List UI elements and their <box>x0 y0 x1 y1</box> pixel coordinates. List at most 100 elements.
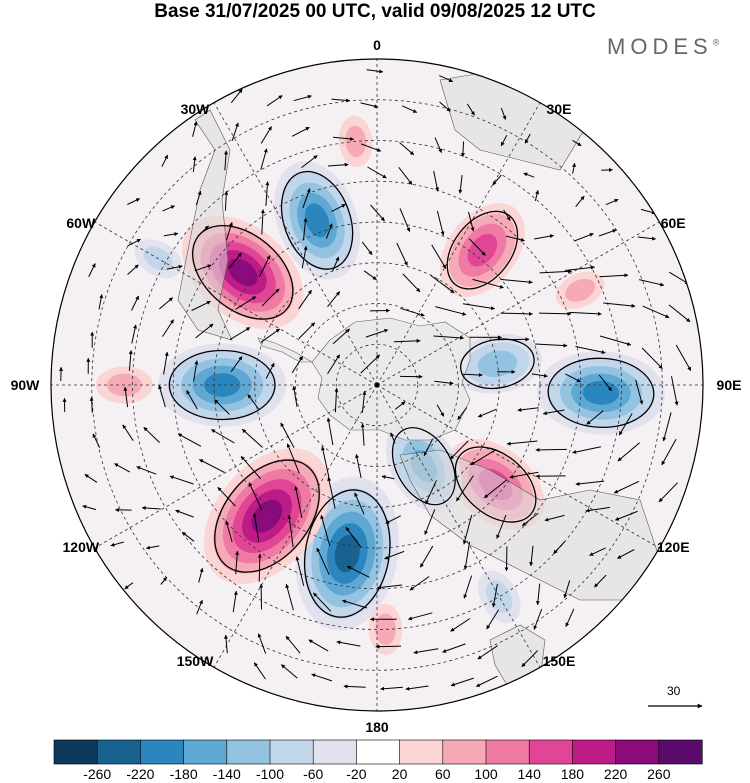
wind-vector-214 <box>110 541 124 547</box>
wind-vector-269 <box>311 673 333 682</box>
wind-vector-60 <box>361 241 373 256</box>
wind-vector-58 <box>303 217 308 241</box>
wind-vector-40 <box>224 190 229 211</box>
reference-vector-label: 30 <box>667 684 681 698</box>
wind-vector-250 <box>342 599 368 609</box>
latitude-circle-20 <box>91 99 663 671</box>
wind-vector-61 <box>396 242 408 266</box>
wind-vector-7 <box>401 105 418 113</box>
wind-vector-230 <box>124 582 134 590</box>
wind-vector-48 <box>503 209 511 221</box>
wind-vector-184 <box>240 455 262 480</box>
wind-vector-249 <box>313 592 332 612</box>
wind-vector-75 <box>301 245 308 269</box>
wind-vector-146 <box>186 390 198 410</box>
wind-vectors <box>59 69 692 691</box>
wind-vector-152 <box>394 401 406 410</box>
wind-vector-113 <box>365 328 389 338</box>
wind-vector-8 <box>439 101 451 112</box>
wind-vector-121 <box>641 347 663 370</box>
contour-group-7 <box>214 459 320 573</box>
colorbar-swatch-5 <box>269 739 314 765</box>
wind-vector-177 <box>617 442 640 462</box>
colorbar-tick-11: 180 <box>560 766 585 782</box>
wind-vector-138 <box>565 373 581 383</box>
wind-vector-57 <box>260 209 265 235</box>
wind-vector-213 <box>614 510 638 521</box>
meridian-330 <box>213 102 378 386</box>
colorbar-swatch-1 <box>96 739 141 765</box>
wind-vector-165 <box>211 429 235 444</box>
wind-vector-77 <box>363 270 377 281</box>
wind-vector-175 <box>535 447 567 452</box>
wind-vector-64 <box>505 235 525 242</box>
wind-vector-30 <box>398 166 413 185</box>
wind-vector-143 <box>89 396 94 413</box>
wind-vector-53 <box>127 238 141 247</box>
graticule <box>51 59 703 711</box>
anomaly-shade-6-5 <box>334 534 360 573</box>
longitude-label-30e: 30E <box>546 100 572 117</box>
wind-vector-44 <box>370 204 385 222</box>
chart-title: Base 31/07/2025 00 UTC, valid 09/08/2025… <box>154 1 596 22</box>
wind-vector-195 <box>613 480 640 494</box>
map-border <box>50 58 704 712</box>
wind-vector-202 <box>248 482 263 511</box>
wind-vector-90 <box>191 300 211 311</box>
antarctic-peninsula <box>257 337 314 363</box>
wind-vector-226 <box>529 545 534 567</box>
wind-vector-15 <box>332 136 355 141</box>
wind-vector-223 <box>419 545 434 568</box>
wind-vector-228 <box>589 547 606 556</box>
wind-vector-110 <box>260 328 281 343</box>
wind-vector-6 <box>360 102 379 109</box>
wind-vector-131 <box>327 354 341 375</box>
colorbar-tick-2: -180 <box>169 766 198 782</box>
wind-vector-73 <box>228 252 242 269</box>
wind-vector-218 <box>252 512 260 542</box>
wind-vector-221 <box>345 526 362 548</box>
wind-vector-205 <box>354 492 365 515</box>
wind-vector-222 <box>384 550 405 560</box>
wind-vector-9 <box>466 103 475 116</box>
wind-vector-151 <box>361 390 367 413</box>
wind-vector-203 <box>294 486 303 518</box>
wind-vector-13 <box>260 126 272 144</box>
wind-vector-115 <box>433 335 464 340</box>
wind-vector-209 <box>496 514 507 539</box>
wind-vector-66 <box>574 233 594 242</box>
wind-vector-170 <box>390 432 396 444</box>
meridian-240 <box>94 384 378 549</box>
wind-vector-63 <box>468 238 486 256</box>
wind-vector-69 <box>88 263 96 278</box>
longitude-label-180: 180 <box>365 719 389 735</box>
wind-vector-67 <box>598 229 617 237</box>
colorbar-tick-12: 220 <box>603 766 628 782</box>
wind-vector-242 <box>535 583 541 606</box>
wind-vector-103 <box>642 305 670 319</box>
wind-vector-260 <box>308 639 329 652</box>
wind-vector-129 <box>265 362 275 379</box>
wind-vector-82 <box>539 269 572 274</box>
longitude-label-60w: 60W <box>66 215 96 231</box>
wind-vector-102 <box>603 302 636 308</box>
wind-vector-108 <box>195 323 214 339</box>
wind-vector-49 <box>534 190 540 202</box>
longitude-label-60e: 60E <box>660 215 686 231</box>
wind-vector-134 <box>434 380 454 386</box>
wind-vector-158 <box>586 410 604 425</box>
wind-vector-258 <box>257 633 267 654</box>
wind-vector-93 <box>298 289 312 310</box>
longitude-label-90e: 90E <box>716 377 742 393</box>
wind-vector-65 <box>534 234 554 240</box>
wind-vector-179 <box>84 473 98 483</box>
wind-vector-25 <box>224 150 229 171</box>
longitude-label-120w: 120W <box>62 539 100 555</box>
wind-vector-120 <box>599 335 632 346</box>
wind-vector-237 <box>346 565 370 578</box>
wind-vector-238 <box>377 584 403 590</box>
wind-vector-128 <box>230 356 243 372</box>
wind-vector-231 <box>160 576 168 585</box>
wind-vector-176 <box>572 446 602 454</box>
